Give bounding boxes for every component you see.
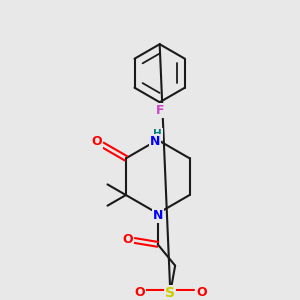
Text: N: N bbox=[152, 209, 163, 222]
Text: O: O bbox=[196, 286, 207, 299]
Text: S: S bbox=[165, 286, 175, 300]
Text: O: O bbox=[134, 286, 145, 299]
Text: F: F bbox=[155, 104, 164, 117]
Text: O: O bbox=[92, 135, 102, 148]
Text: N: N bbox=[150, 135, 160, 148]
Text: O: O bbox=[122, 233, 133, 246]
Text: H: H bbox=[153, 129, 162, 139]
